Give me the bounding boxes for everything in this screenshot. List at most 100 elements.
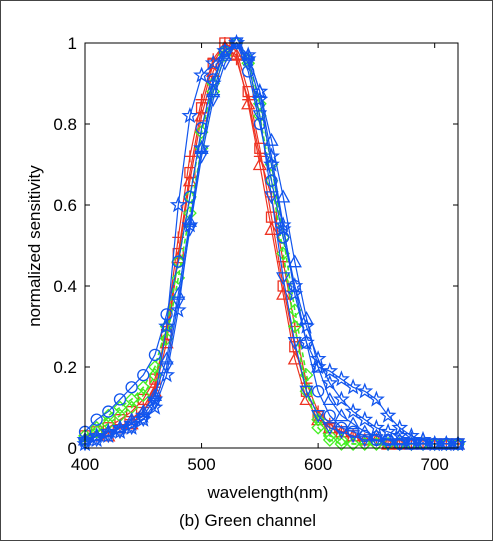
series-3-point-3 xyxy=(113,400,127,415)
series-5-blue xyxy=(78,36,465,451)
series-6-point-4 xyxy=(123,414,141,431)
series-8-point-18 xyxy=(287,337,302,351)
series-8-point-8 xyxy=(171,296,186,310)
series-6-point-21 xyxy=(321,362,339,379)
series-6-point-10 xyxy=(193,66,210,83)
series-7-point-5 xyxy=(136,404,151,418)
series-7-point-16 xyxy=(264,132,279,146)
series-6-point-7 xyxy=(158,317,176,334)
series-2-point-13 xyxy=(229,47,244,61)
y-tick-label-5: 1 xyxy=(68,34,77,53)
series-5-point-16 xyxy=(265,174,278,187)
series-9-point-21 xyxy=(321,374,339,391)
series-8-point-23 xyxy=(345,430,361,444)
series-9-point-19 xyxy=(298,317,315,334)
series-9-point-25 xyxy=(367,418,385,435)
series-2-point-16 xyxy=(264,221,279,235)
series-5-point-4 xyxy=(125,381,138,394)
series-2-point-14 xyxy=(241,96,256,110)
series-9-point-29 xyxy=(414,431,432,448)
series-5-point-20 xyxy=(311,385,325,398)
series-8-point-6 xyxy=(147,397,163,411)
series-9-point-16 xyxy=(263,155,280,172)
series-3-point-2 xyxy=(101,408,116,423)
series-6-point-20 xyxy=(309,358,327,375)
series-8-point-26 xyxy=(380,438,396,452)
series-9-point-9 xyxy=(181,216,199,233)
series-6-point-24 xyxy=(356,382,374,399)
series-4-point-5 xyxy=(136,388,151,403)
y-tick-label-0: 0 xyxy=(68,439,77,458)
series-9-point-14 xyxy=(239,50,257,67)
series-3-point-5 xyxy=(136,380,151,395)
y-tick-label-4: 0.8 xyxy=(53,115,77,134)
series-4-point-25 xyxy=(369,437,384,451)
series-6-point-18 xyxy=(286,285,304,302)
series-5-point-5 xyxy=(137,368,150,382)
series-6-point-9 xyxy=(181,107,199,124)
series-9-point-18 xyxy=(286,277,304,294)
series-9-point-23 xyxy=(344,402,362,419)
series-9-point-7 xyxy=(158,366,176,383)
data-layer xyxy=(76,34,467,452)
series-6-point-22 xyxy=(333,370,350,387)
series-6-blue xyxy=(76,34,467,452)
series-9-point-6 xyxy=(146,398,164,415)
series-9-point-15 xyxy=(251,90,269,107)
series-8-point-19 xyxy=(299,385,314,399)
plot-area-border xyxy=(84,42,459,449)
series-4-point-21 xyxy=(322,428,337,443)
series-7-point-24 xyxy=(357,424,372,438)
series-6-point-26 xyxy=(379,406,397,423)
series-4-point-24 xyxy=(357,437,372,451)
series-5-point-1 xyxy=(90,413,103,426)
series-8-point-21 xyxy=(322,422,337,436)
series-3-point-4 xyxy=(124,392,139,407)
series-9-point-27 xyxy=(391,427,409,443)
series-9-point-22 xyxy=(333,390,350,407)
series-9-point-11 xyxy=(204,74,222,91)
series-7-point-23 xyxy=(345,416,361,430)
series-7-point-17 xyxy=(276,189,291,203)
series-8-point-16 xyxy=(264,191,279,205)
series-4-point-22 xyxy=(334,432,349,447)
series-9-line xyxy=(84,42,458,445)
series-8-point-24 xyxy=(357,434,372,448)
series-6-point-23 xyxy=(344,378,362,395)
series-2-point-18 xyxy=(287,351,302,365)
series-8-point-22 xyxy=(334,426,349,440)
series-7-point-4 xyxy=(124,412,139,426)
series-9-point-26 xyxy=(379,422,397,440)
series-8-point-17 xyxy=(276,272,291,286)
series-6-point-25 xyxy=(367,390,385,407)
series-6-point-11 xyxy=(204,54,222,71)
series-9-point-17 xyxy=(274,220,292,237)
series-4-point-23 xyxy=(346,437,361,451)
x-tick-label-1: 500 xyxy=(187,455,215,474)
series-5-point-6 xyxy=(148,348,162,362)
series-4-point-12 xyxy=(217,48,232,63)
series-7-point-10 xyxy=(194,140,209,154)
series-4-point-20 xyxy=(311,412,326,427)
series-5-point-2 xyxy=(102,405,115,418)
series-9-point-2 xyxy=(99,427,117,443)
series-9-blue xyxy=(76,34,467,452)
series-9-point-20 xyxy=(309,350,327,367)
series-7-point-18 xyxy=(287,254,302,268)
series-5-point-3 xyxy=(113,393,127,406)
series-9-point-4 xyxy=(123,418,141,435)
series-1-point-15 xyxy=(253,150,266,163)
chart-svg: 400 500 600 700 0 0.2 0.4 0.6 0.8 1 wavelength(nm… xyxy=(25,34,467,502)
series-1-point-19 xyxy=(300,377,313,390)
x-tick-label-3: 700 xyxy=(421,455,449,474)
x-axis-label: wavelength(nm) xyxy=(207,483,329,502)
series-4-point-1 xyxy=(89,424,104,439)
series-7-point-21 xyxy=(322,392,337,406)
axes-layer: 400 500 600 700 0 0.2 0.4 0.6 0.8 1 xyxy=(53,34,459,474)
series-9-point-12 xyxy=(216,42,234,59)
figure-caption: (b) Green channel xyxy=(178,511,317,530)
series-9-point-24 xyxy=(356,410,374,427)
y-tick-label-2: 0.4 xyxy=(53,277,77,296)
series-8-point-7 xyxy=(159,361,174,375)
